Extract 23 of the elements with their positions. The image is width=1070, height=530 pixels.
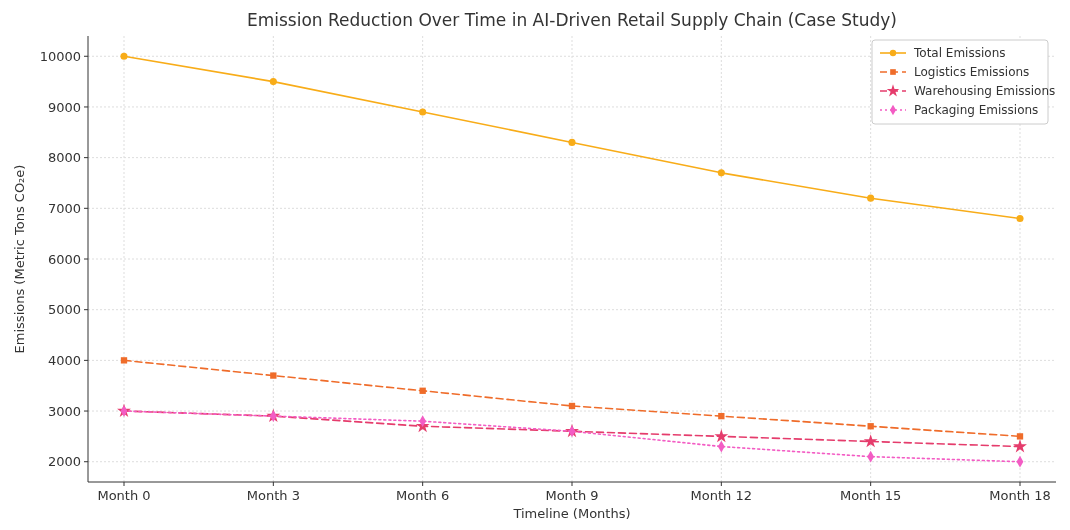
y-tick-label: 8000 xyxy=(47,150,81,166)
legend-label: Logistics Emissions xyxy=(914,65,1030,80)
x-tick-label: Month 3 xyxy=(246,488,300,503)
x-tick-label: Month 18 xyxy=(989,488,1051,503)
y-tick-label: 7000 xyxy=(47,200,81,216)
chart-title: Emission Reduction Over Time in AI-Driven Retail Supply Chain (Case Study) xyxy=(246,10,898,30)
x-tick-label: Month 9 xyxy=(545,488,599,503)
y-tick-label: 3000 xyxy=(47,403,81,419)
x-tick-label: Month 15 xyxy=(839,488,902,503)
y-axis-title: Emissions (Metric Tons CO₂e) xyxy=(12,164,27,354)
x-tick-label: Month 0 xyxy=(97,488,151,503)
legend-label: Warehousing Emissions xyxy=(914,84,1056,99)
y-tick-label: 4000 xyxy=(47,352,81,368)
y-tick-label: 2000 xyxy=(47,454,81,470)
x-tick-label: Month 12 xyxy=(690,488,753,503)
x-tick-label: Month 6 xyxy=(396,488,450,503)
y-tick-label: 5000 xyxy=(47,302,81,318)
y-tick-label: 6000 xyxy=(47,251,81,267)
y-tick-label: 9000 xyxy=(47,99,81,115)
x-axis-title: Timeline (Months) xyxy=(512,506,631,521)
legend-label: Packaging Emissions xyxy=(914,103,1039,118)
y-tick-label: 10000 xyxy=(39,48,81,64)
legend-label: Total Emissions xyxy=(913,46,1006,61)
